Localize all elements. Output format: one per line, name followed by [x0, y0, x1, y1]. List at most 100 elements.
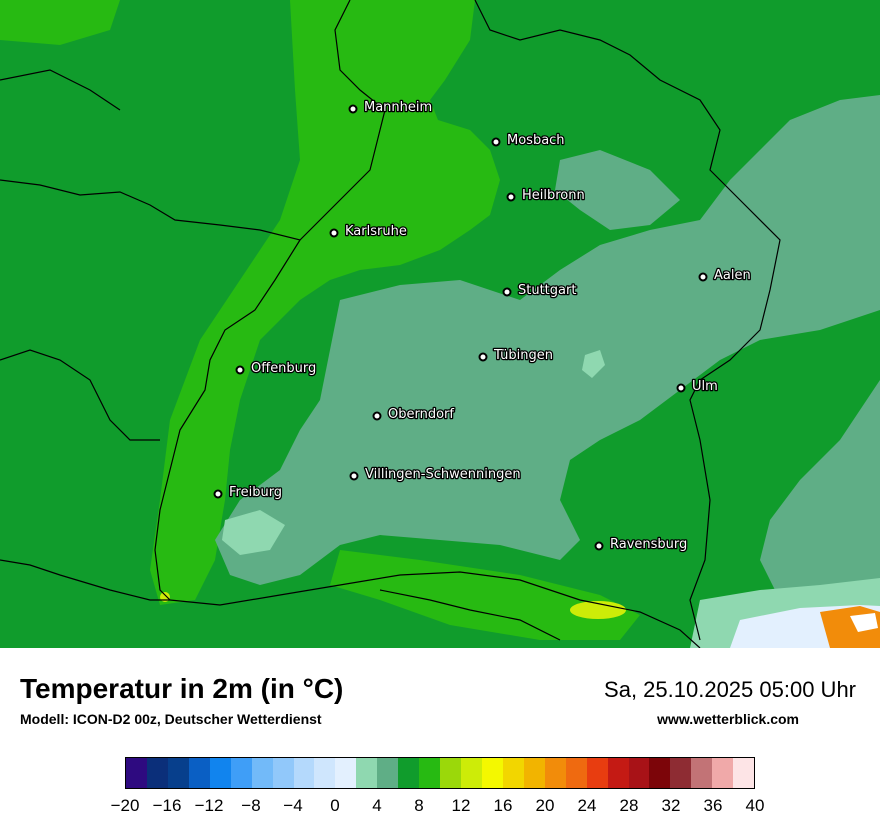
- city-marker: Mosbach: [491, 132, 566, 149]
- city-marker: Aalen: [698, 267, 752, 284]
- legend-swatch: [188, 758, 210, 788]
- city-dot: [478, 352, 488, 362]
- legend-tick-label: 36: [703, 796, 723, 815]
- legend-tick-label: 40: [745, 796, 765, 815]
- border-lines: [0, 0, 781, 648]
- city-marker: Oberndorf: [372, 406, 456, 423]
- city-label: Freiburg: [229, 485, 282, 500]
- cool-zone-north: [555, 150, 680, 230]
- legend-swatch: [126, 758, 147, 788]
- city-dot: [372, 411, 382, 421]
- legend-swatch: [733, 758, 755, 788]
- legend-swatch: [502, 758, 524, 788]
- legend-swatch: [377, 758, 399, 788]
- legend-swatch: [230, 758, 252, 788]
- legend-swatch: [251, 758, 273, 788]
- lake-small: [850, 613, 878, 632]
- warm-zone-rhine-valley: [150, 0, 500, 605]
- city-marker: Tübingen: [478, 347, 554, 364]
- legend-tick-label: 0: [330, 796, 340, 815]
- cold-patch-small: [582, 350, 605, 378]
- temperature-map: Mannheim Mosbach Heilbronn Karlsruhe Aal…: [0, 0, 880, 648]
- city-marker: Villingen-Schwenningen: [349, 466, 522, 483]
- city-label: Aalen: [714, 268, 751, 283]
- cold-patch-black-forest: [222, 510, 285, 555]
- city-marker: Mannheim: [348, 99, 433, 116]
- city-marker: Stuttgart: [502, 282, 578, 299]
- legend-tick-label: 16: [493, 796, 513, 815]
- legend-swatch: [481, 758, 503, 788]
- legend-swatch: [398, 758, 420, 788]
- legend-swatch: [356, 758, 378, 788]
- color-scale-legend: [125, 757, 755, 789]
- legend-swatch: [544, 758, 566, 788]
- legend-swatch: [440, 758, 461, 788]
- legend-tick-label: 24: [577, 796, 597, 815]
- legend-tick-label: −12: [194, 796, 224, 815]
- legend-tick-label: −8: [241, 796, 261, 815]
- city-dot: [213, 489, 223, 499]
- city-marker: Heilbronn: [506, 187, 586, 204]
- legend-tick-label: 12: [451, 796, 471, 815]
- warm-spot-lake-constance: [570, 601, 626, 619]
- city-label: Villingen-Schwenningen: [365, 467, 521, 482]
- city-label: Offenburg: [251, 361, 316, 376]
- city-dot: [594, 541, 604, 551]
- legend-swatch: [523, 758, 545, 788]
- warm-zone-south: [330, 550, 640, 640]
- legend-tick-label: −16: [152, 796, 182, 815]
- legend-swatch: [293, 758, 315, 788]
- map-title: Temperatur in 2m (in °C): [20, 673, 344, 704]
- legend-tick-label: −20: [110, 796, 140, 815]
- city-label: Heilbronn: [522, 188, 585, 203]
- legend-tick-label: 4: [372, 796, 382, 815]
- legend-swatch: [586, 758, 608, 788]
- legend-swatch: [628, 758, 650, 788]
- city-marker: Freiburg: [213, 484, 283, 501]
- legend-swatch: [335, 758, 357, 788]
- legend-tick-label: 8: [414, 796, 424, 815]
- legend-swatch: [712, 758, 734, 788]
- city-dot: [348, 104, 358, 114]
- legend-swatch: [419, 758, 441, 788]
- city-label: Tübingen: [493, 348, 553, 363]
- cool-zone-alb: [215, 95, 880, 585]
- city-label: Stuttgart: [518, 283, 576, 298]
- legend-swatch: [649, 758, 671, 788]
- legend-tick-labels: −20 −16 −12 −8 −4 0 4 8 12 16 20 24 28 32 36 40: [111, 796, 765, 818]
- city-label: Oberndorf: [388, 407, 454, 422]
- city-label: Mannheim: [364, 100, 432, 115]
- legend-swatch: [670, 758, 692, 788]
- forecast-datetime: Sa, 25.10.2025 05:00 Uhr: [604, 677, 856, 702]
- legend-tick-label: −4: [283, 796, 303, 815]
- city-dot: [698, 272, 708, 282]
- city-dot: [235, 365, 245, 375]
- legend-tick-label: 32: [661, 796, 681, 815]
- legend-swatch: [209, 758, 231, 788]
- legend-swatch: [607, 758, 629, 788]
- model-source: Modell: ICON-D2 00z, Deutscher Wetterdie…: [20, 711, 322, 727]
- city-marker: Karlsruhe: [329, 223, 408, 240]
- city-dot: [502, 287, 512, 297]
- website-link[interactable]: www.wetterblick.com: [657, 711, 799, 727]
- city-dot: [329, 228, 339, 238]
- city-dot: [349, 471, 359, 481]
- legend-swatch: [314, 758, 336, 788]
- legend-tick-label: 20: [535, 796, 555, 815]
- city-marker: Ravensburg: [594, 536, 689, 553]
- legend-tick-label: 28: [619, 796, 639, 815]
- city-markers: Mannheim Mosbach Heilbronn Karlsruhe Aal…: [213, 99, 752, 553]
- warm-zone-west: [0, 0, 120, 45]
- legend-swatch: [565, 758, 587, 788]
- city-dot: [506, 192, 516, 202]
- legend-swatch: [146, 758, 168, 788]
- legend-swatch: [167, 758, 189, 788]
- city-dot: [676, 383, 686, 393]
- city-label: Ravensburg: [610, 537, 687, 552]
- legend-swatch: [461, 758, 482, 788]
- city-marker: Ulm: [676, 378, 719, 395]
- city-label: Ulm: [692, 379, 718, 394]
- city-dot: [491, 137, 501, 147]
- city-marker: Offenburg: [235, 360, 318, 377]
- city-label: Karlsruhe: [345, 224, 407, 239]
